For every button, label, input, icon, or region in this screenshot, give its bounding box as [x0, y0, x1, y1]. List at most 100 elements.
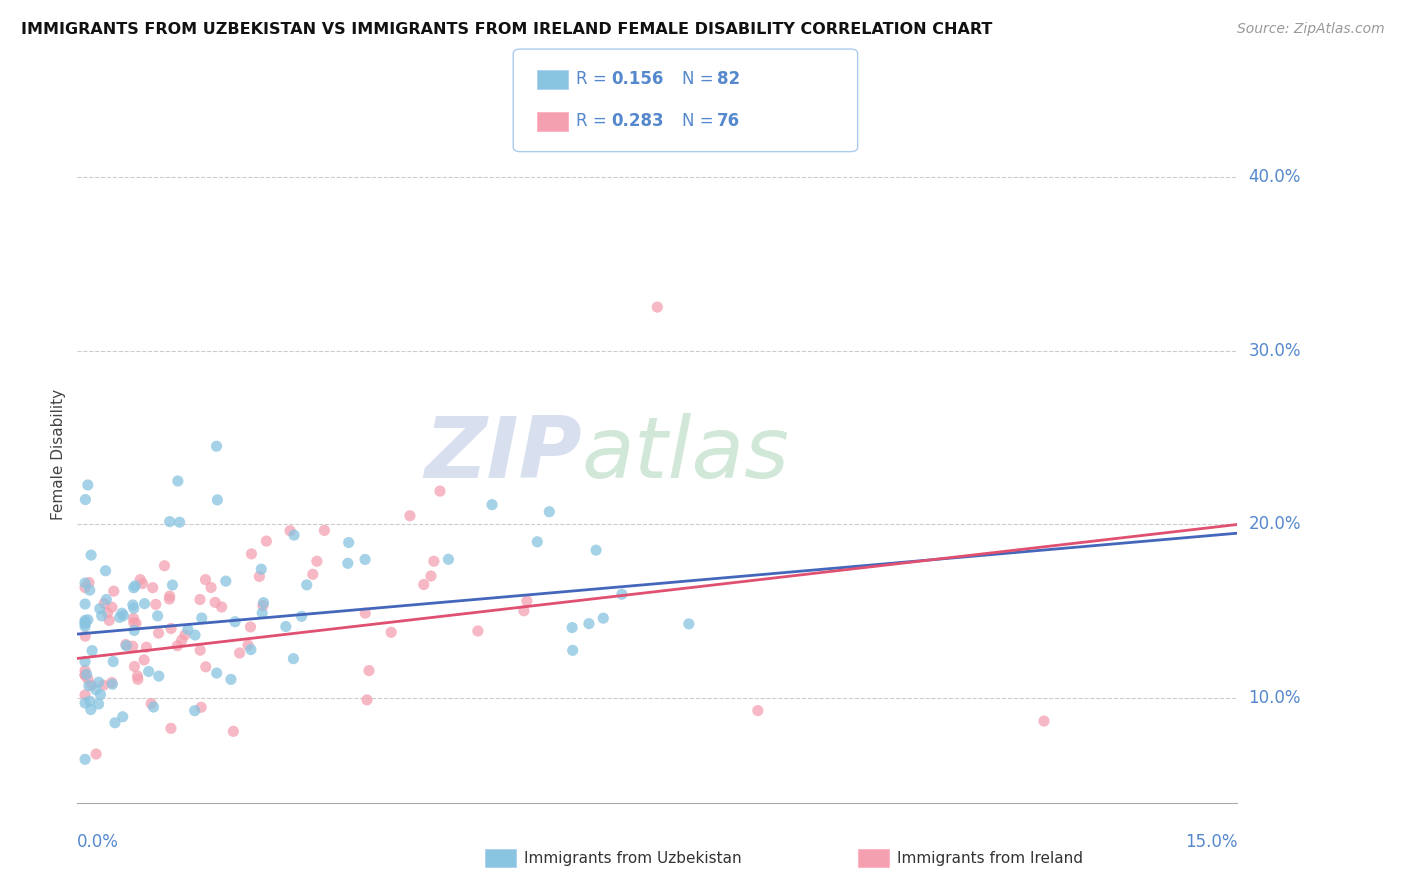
Point [94, 564, 117, 578]
Text: 30.0%: 30.0% [1249, 342, 1301, 359]
Point [75, 615, 96, 630]
Point [305, 554, 328, 568]
Point [207, 492, 229, 507]
Point [89, 688, 111, 702]
Point [412, 577, 434, 591]
Point [647, 300, 669, 314]
Point [516, 594, 538, 608]
Point [224, 615, 246, 629]
Point [75, 752, 96, 766]
Point [194, 660, 217, 674]
Point [134, 597, 156, 611]
Point [205, 666, 228, 681]
Point [399, 508, 422, 523]
Point [301, 567, 323, 582]
Point [138, 665, 160, 679]
Point [177, 623, 200, 637]
Point [75, 616, 96, 631]
Text: 10.0%: 10.0% [1249, 690, 1301, 707]
Point [188, 592, 211, 607]
Point [132, 653, 155, 667]
Point [80, 548, 103, 562]
Point [437, 552, 460, 566]
Point [160, 622, 183, 636]
Point [122, 601, 145, 615]
Point [142, 700, 165, 714]
Point [336, 557, 359, 571]
Text: ZIP: ZIP [425, 413, 582, 497]
Point [200, 581, 222, 595]
Point [290, 609, 312, 624]
Point [145, 598, 167, 612]
Point [79, 583, 101, 598]
Point [75, 668, 96, 682]
Text: Source: ZipAtlas.com: Source: ZipAtlas.com [1237, 22, 1385, 37]
Point [148, 626, 170, 640]
Point [96, 606, 118, 620]
Point [114, 638, 136, 652]
Text: 76: 76 [717, 112, 740, 130]
Point [122, 615, 145, 630]
Point [166, 474, 188, 488]
Point [610, 587, 633, 601]
Point [84, 747, 107, 761]
Point [513, 604, 536, 618]
Text: 15.0%: 15.0% [1185, 833, 1237, 851]
Point [139, 697, 162, 711]
Point [80, 678, 103, 692]
Point [96, 592, 118, 607]
Point [423, 554, 446, 568]
Text: 0.0%: 0.0% [77, 833, 120, 851]
Point [481, 498, 503, 512]
Text: IMMIGRANTS FROM UZBEKISTAN VS IMMIGRANTS FROM IRELAND FEMALE DISABILITY CORRELAT: IMMIGRANTS FROM UZBEKISTAN VS IMMIGRANTS… [21, 22, 993, 37]
Point [122, 624, 145, 638]
Point [278, 524, 301, 538]
Point [75, 688, 96, 702]
Point [103, 584, 125, 599]
Text: Immigrants from Uzbekistan: Immigrants from Uzbekistan [524, 851, 742, 865]
Point [314, 524, 336, 538]
Point [561, 621, 583, 635]
Point [84, 682, 107, 697]
Point [678, 616, 700, 631]
Point [526, 534, 548, 549]
Point [205, 439, 228, 453]
Point [76, 478, 98, 492]
Point [127, 669, 149, 683]
Point [148, 669, 170, 683]
Point [188, 643, 211, 657]
Point [228, 646, 250, 660]
Point [104, 715, 127, 730]
Point [204, 595, 226, 609]
Point [93, 678, 115, 692]
Point [169, 515, 191, 529]
Point [80, 702, 103, 716]
Point [211, 599, 233, 614]
Point [162, 578, 184, 592]
Point [239, 620, 262, 634]
Point [354, 606, 377, 620]
Point [101, 675, 124, 690]
Point [75, 597, 96, 611]
Point [129, 573, 152, 587]
Point [420, 569, 443, 583]
Point [76, 672, 98, 686]
Text: 20.0%: 20.0% [1249, 516, 1301, 533]
Point [131, 576, 153, 591]
Point [467, 624, 489, 638]
Point [87, 675, 110, 690]
Point [354, 552, 377, 566]
Text: Immigrants from Ireland: Immigrants from Ireland [897, 851, 1083, 865]
Point [236, 638, 259, 652]
Point [76, 613, 98, 627]
Point [121, 640, 143, 654]
Point [538, 505, 561, 519]
Text: 82: 82 [717, 70, 740, 88]
Point [135, 640, 157, 655]
Point [101, 677, 124, 691]
Point [115, 639, 138, 653]
Text: N =: N = [682, 112, 718, 130]
Point [98, 614, 121, 628]
Point [87, 697, 110, 711]
Point [111, 710, 134, 724]
